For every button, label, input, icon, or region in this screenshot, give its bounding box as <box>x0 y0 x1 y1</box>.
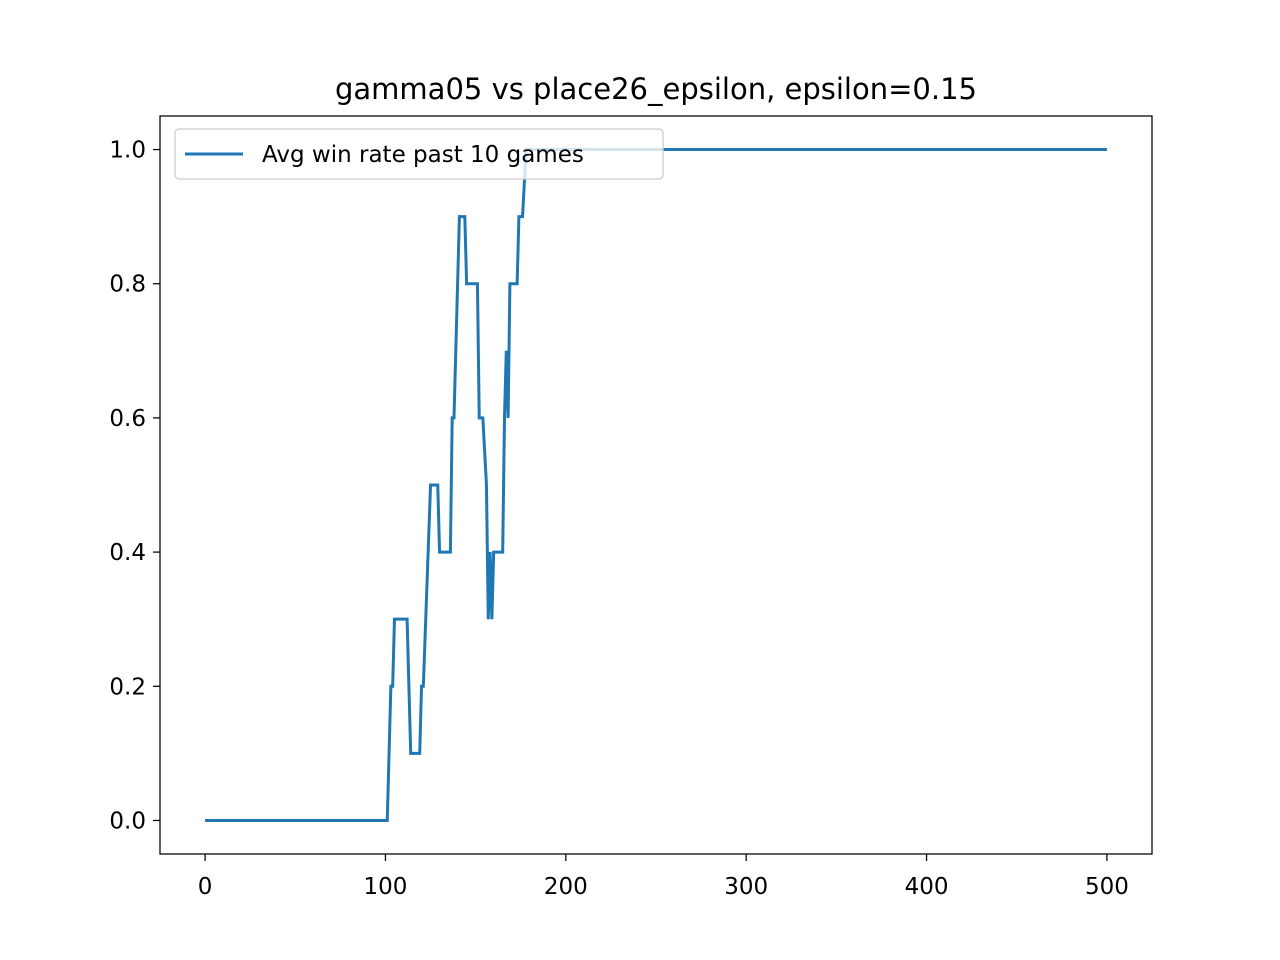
y-tick-label: 0.8 <box>109 272 146 298</box>
x-tick-label: 300 <box>724 874 768 900</box>
plot-area <box>205 148 1107 822</box>
x-tick-label: 0 <box>198 874 213 900</box>
axis-ticks: 0 100 200 300 400 500 0.0 0.2 0.4 0.6 0.8 1.0 <box>109 138 1128 900</box>
y-tick-label: 0.0 <box>109 808 146 834</box>
chart-title: gamma05 vs place26_epsilon, epsilon=0.15 <box>335 72 977 106</box>
series-line-0 <box>205 148 1107 822</box>
y-tick-label: 0.4 <box>109 540 146 566</box>
x-tick-label: 500 <box>1085 874 1129 900</box>
x-tick-label: 100 <box>364 874 408 900</box>
x-tick-label: 200 <box>544 874 588 900</box>
y-tick-label: 1.0 <box>109 138 146 164</box>
legend: Avg win rate past 10 games <box>174 128 664 180</box>
x-tick-label: 400 <box>905 874 949 900</box>
axes-frame <box>159 115 1153 855</box>
legend-box <box>174 128 664 180</box>
legend-label: Avg win rate past 10 games <box>262 142 584 168</box>
y-tick-label: 0.2 <box>109 674 146 700</box>
y-tick-label: 0.6 <box>109 406 146 432</box>
